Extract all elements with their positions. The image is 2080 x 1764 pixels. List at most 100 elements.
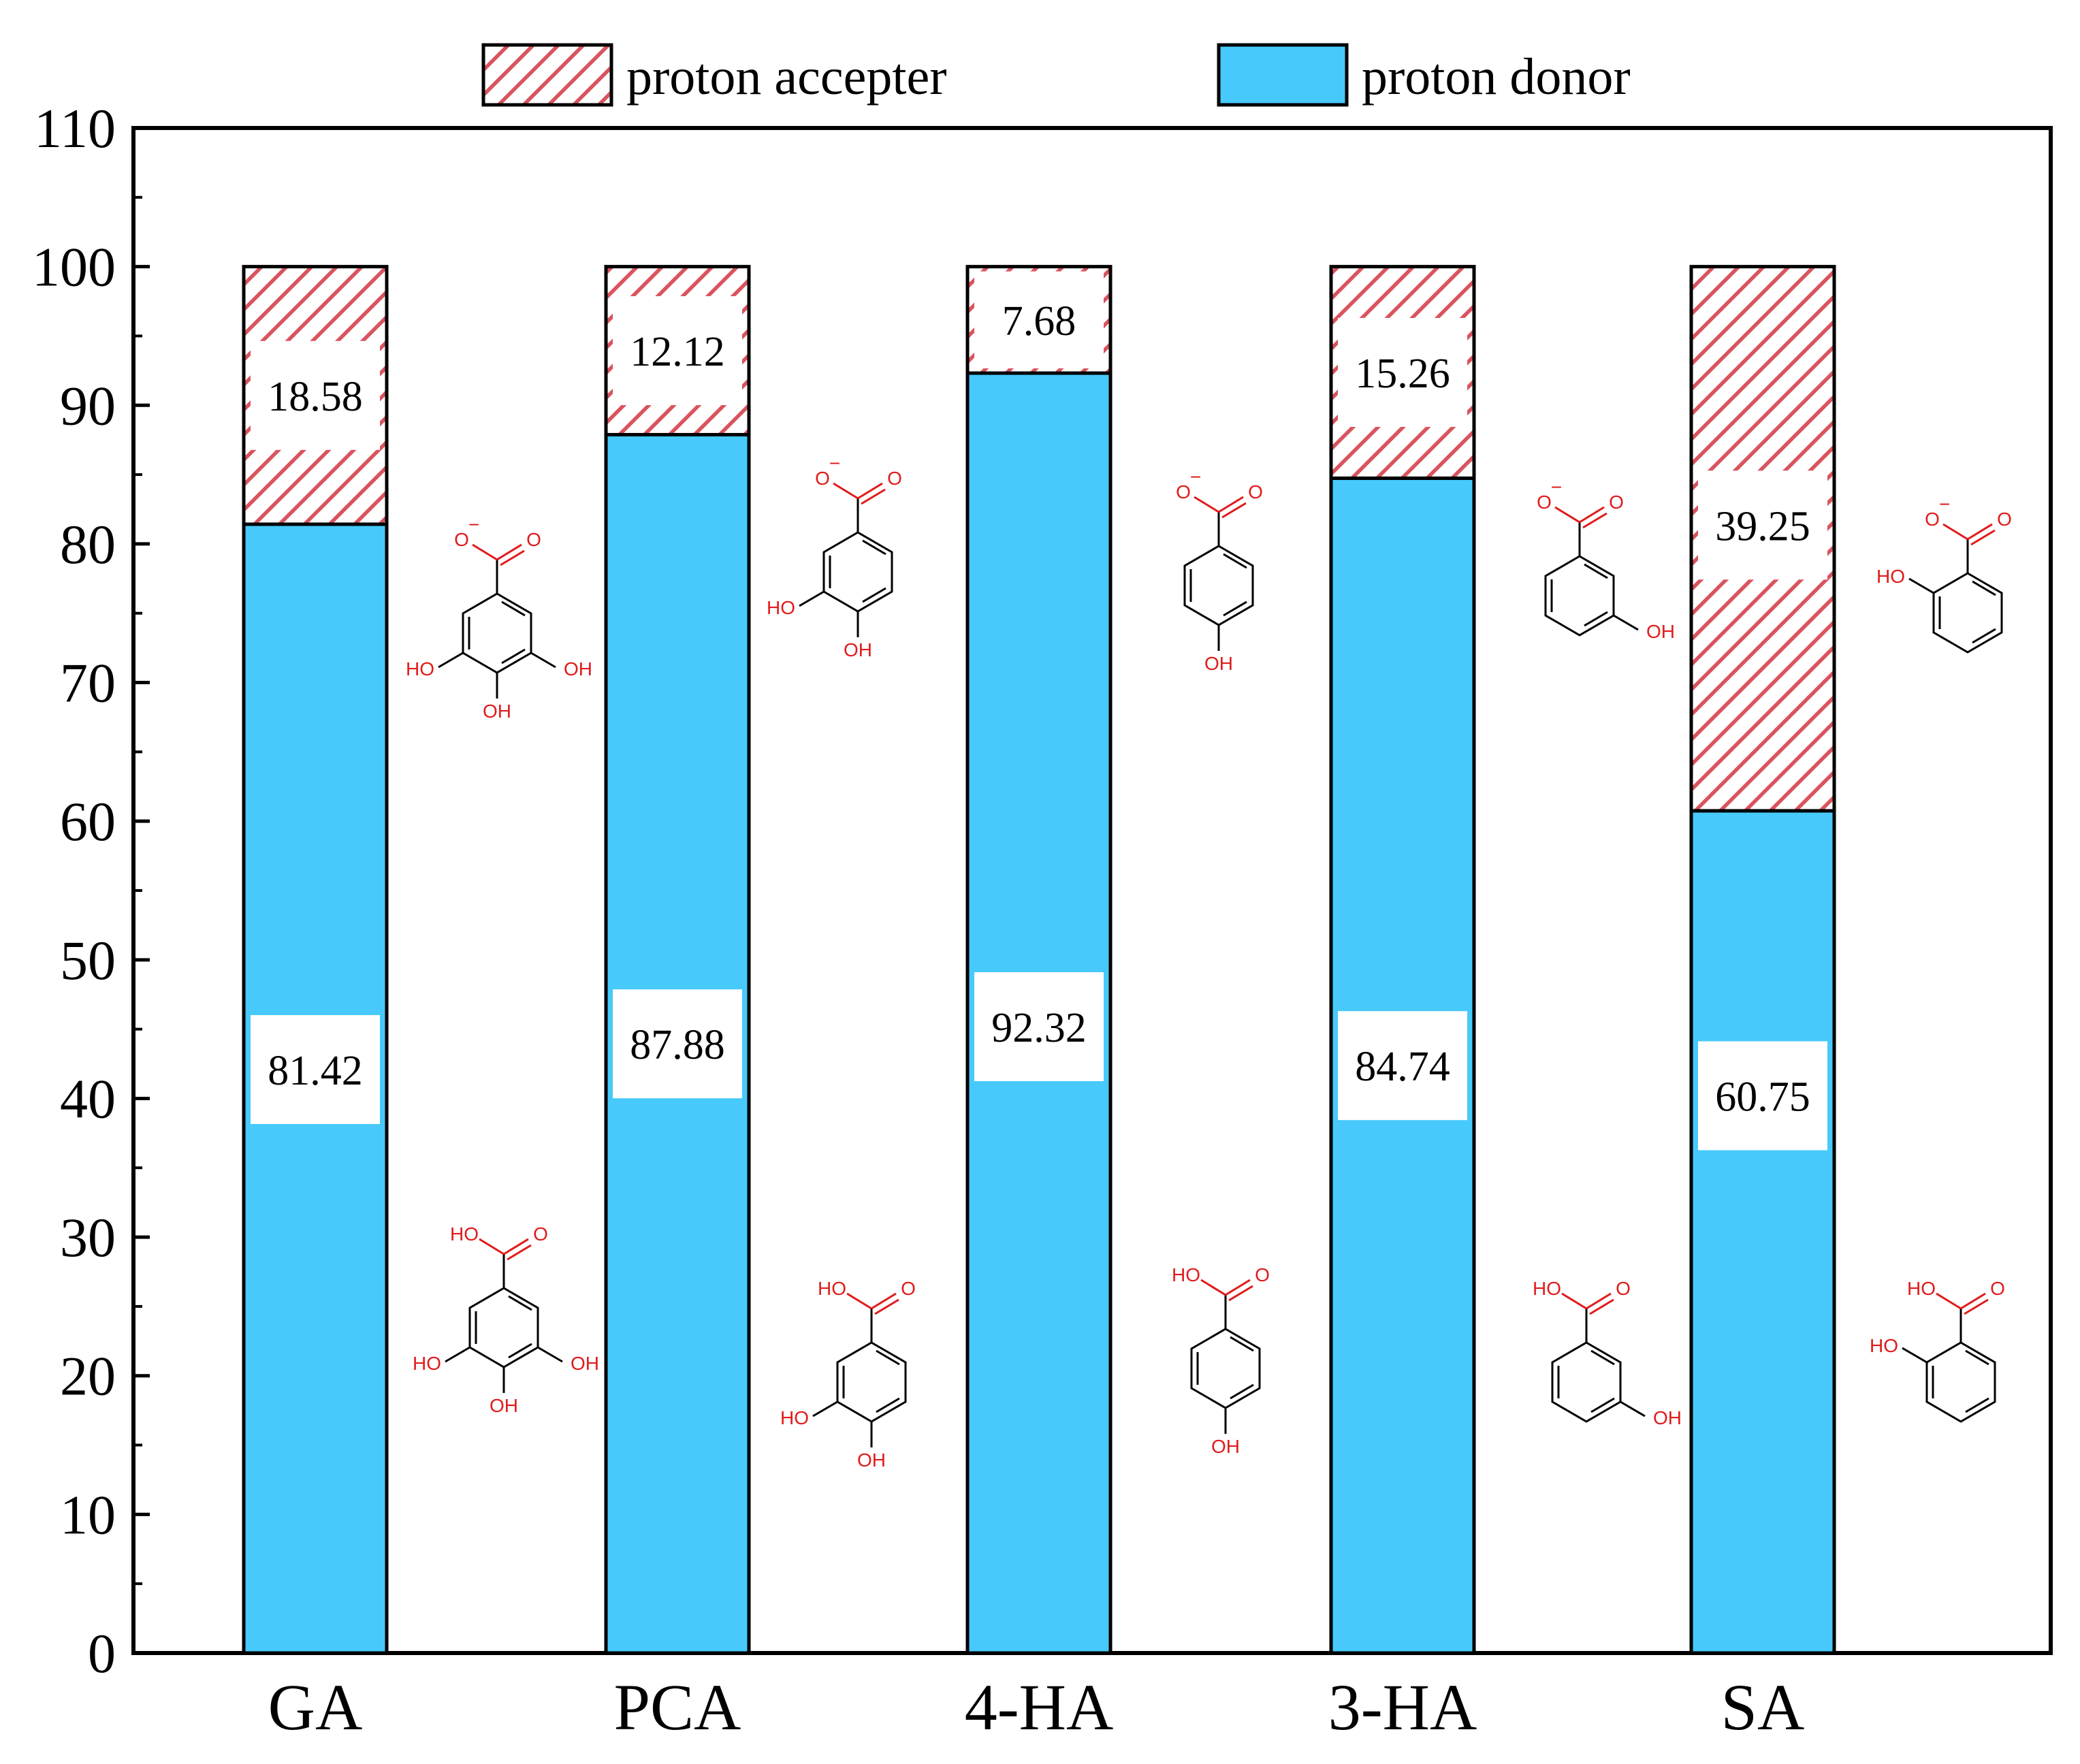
structure-atom-label: − xyxy=(1190,466,1201,487)
benzene-ring xyxy=(468,1287,539,1368)
structure-4ha-anion: OO−OH xyxy=(1176,466,1263,674)
structure-atom-label: − xyxy=(1939,494,1950,515)
bond xyxy=(1936,1292,1962,1310)
y-tick-label: 90 xyxy=(60,374,116,436)
bond xyxy=(1960,1292,1986,1310)
benzene-ring xyxy=(822,531,893,613)
bond xyxy=(1964,1298,1989,1315)
data-label-proton-accepter: 39.25 xyxy=(1715,503,1810,549)
bond xyxy=(833,482,859,500)
structure-atom-label: O xyxy=(901,1278,916,1299)
structure-atom-label: O xyxy=(1925,509,1940,530)
structure-sa-anion: OO−HO xyxy=(1876,494,2012,654)
bond xyxy=(1582,512,1607,529)
bar-proton-donor xyxy=(1689,809,1836,1655)
y-tick-label: 70 xyxy=(60,652,116,714)
bond xyxy=(846,1292,872,1310)
structure-atom-label: OH xyxy=(1204,653,1233,674)
structure-atom-label: O xyxy=(1176,481,1191,502)
structure-atom-label: O xyxy=(533,1223,548,1245)
bond xyxy=(799,590,825,607)
x-tick-label: 3-HA xyxy=(1328,1671,1477,1744)
bond xyxy=(1589,1298,1614,1315)
structure-atom-label: HO xyxy=(450,1223,479,1245)
benzene-ring xyxy=(1190,1328,1261,1409)
benzene-ring xyxy=(1183,545,1254,626)
structure-atom-label: O xyxy=(1255,1264,1270,1285)
bond xyxy=(1194,496,1219,513)
bond xyxy=(1554,506,1580,524)
bond xyxy=(507,1244,532,1261)
label-box xyxy=(1338,318,1467,428)
label-box xyxy=(1698,470,1827,580)
bond xyxy=(874,1298,899,1315)
x-tick-label: 4-HA xyxy=(965,1671,1114,1744)
bond xyxy=(812,1400,838,1417)
y-tick-label: 10 xyxy=(60,1484,116,1545)
structure-sa-neutral: O HO HO xyxy=(1870,1278,2005,1423)
legend-label-proton-accepter: proton accepter xyxy=(626,48,947,106)
x-tick-label: PCA xyxy=(614,1671,741,1744)
structure-4ha-neutral: O HO OH xyxy=(1172,1264,1270,1457)
structure-atom-label: O xyxy=(1997,509,2012,530)
label-box xyxy=(613,296,742,406)
bars xyxy=(242,265,1836,1655)
label-box xyxy=(974,972,1104,1082)
structure-atom-label: OH xyxy=(490,1395,518,1416)
legend: proton accepter proton donor xyxy=(481,43,1631,107)
x-axis: GA PCA 4-HA 3-HA SA xyxy=(268,1671,1805,1744)
structure-3ha-neutral: O HO OH xyxy=(1533,1278,1682,1428)
structure-ga-neutral: O HO HO OH OH xyxy=(413,1223,599,1416)
data-label-proton-accepter: 12.12 xyxy=(630,329,725,375)
bond xyxy=(1902,1347,1927,1364)
label-box xyxy=(974,271,1104,369)
structure-atom-label: HO xyxy=(818,1278,846,1299)
structure-atom-label: O xyxy=(1248,481,1263,502)
data-label-proton-accepter: 7.68 xyxy=(1002,298,1076,344)
y-tick-label: 40 xyxy=(60,1068,116,1129)
bond xyxy=(1613,614,1639,631)
benzene-ring xyxy=(836,1341,907,1423)
structure-atom-label: − xyxy=(829,453,840,474)
data-label-proton-donor: 87.88 xyxy=(630,1022,725,1068)
data-label-proton-accepter: 18.58 xyxy=(268,374,363,420)
y-tick-label: 100 xyxy=(32,236,116,298)
x-tick-label: GA xyxy=(268,1671,363,1744)
bond xyxy=(1970,529,1996,546)
bond xyxy=(857,482,883,500)
label-box xyxy=(1698,1041,1827,1151)
bond xyxy=(1561,1292,1587,1310)
x-tick-label: SA xyxy=(1721,1671,1805,1744)
structure-pca-neutral: O HO HO OH xyxy=(780,1278,916,1471)
bond xyxy=(500,549,525,566)
structure-atom-label: O xyxy=(526,529,541,550)
label-box xyxy=(251,340,380,450)
y-tick-label: 0 xyxy=(88,1622,116,1684)
bond xyxy=(496,543,522,561)
bond xyxy=(1620,1400,1646,1417)
bond xyxy=(479,1238,505,1255)
y-tick-label: 110 xyxy=(34,97,116,159)
structure-atom-label: OH xyxy=(1211,1436,1240,1457)
benzene-ring xyxy=(1544,555,1615,637)
legend-swatch-proton-accepter xyxy=(481,43,613,107)
bond xyxy=(1942,523,1968,541)
structure-atom-label: O xyxy=(454,529,469,550)
bond xyxy=(1225,1279,1251,1296)
bond xyxy=(438,652,464,669)
bond xyxy=(472,543,498,561)
bond xyxy=(871,1292,897,1310)
structure-atom-label: HO xyxy=(1876,566,1905,587)
bond xyxy=(861,488,886,505)
structure-atom-label: − xyxy=(468,514,479,535)
structure-3ha-anion: OO−OH xyxy=(1537,477,1675,642)
structure-atom-label: HO xyxy=(780,1407,809,1428)
structure-atom-label: OH xyxy=(857,1449,886,1471)
structure-atom-label: OH xyxy=(1646,621,1675,642)
structure-atom-label: O xyxy=(1609,492,1624,513)
structure-atom-label: HO xyxy=(1907,1278,1936,1299)
structure-atom-label: O xyxy=(887,468,902,489)
